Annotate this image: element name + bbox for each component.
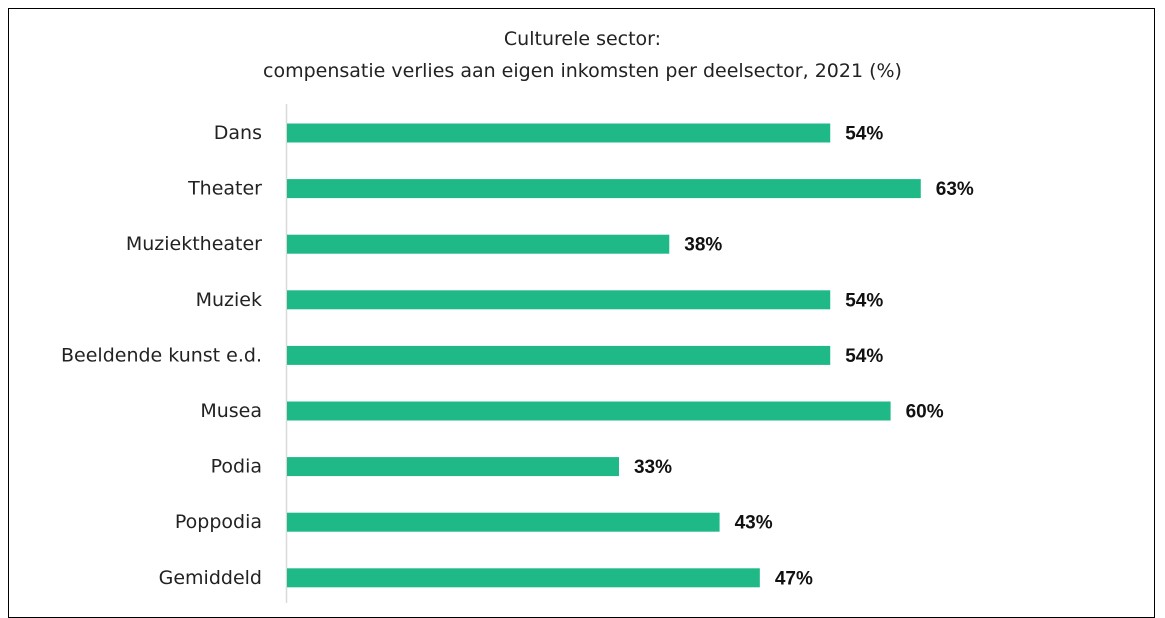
bar-beeldende-kunst-e-d: [287, 345, 831, 365]
chart-subtitle: compensatie verlies aan eigen inkomsten …: [263, 60, 902, 82]
bar-poppodia: [287, 512, 720, 532]
category-label: Muziek: [196, 289, 262, 311]
value-label: 54%: [845, 346, 883, 367]
value-label: 63%: [936, 179, 974, 200]
category-label: Podia: [211, 456, 262, 478]
category-labels-group: Dans Theater Muziektheater Muziek Beeldende …: [61, 122, 262, 589]
chart-title: Culturele sector:: [503, 28, 662, 50]
category-label: Theater: [187, 178, 262, 200]
value-label: 54%: [845, 124, 883, 145]
category-label: Musea: [200, 400, 262, 422]
category-label: Dans: [214, 122, 262, 144]
bar-musea: [287, 401, 891, 421]
bar-muziektheater: [287, 234, 670, 254]
value-label: 43%: [735, 513, 773, 534]
category-label: Muziektheater: [126, 233, 262, 255]
value-label: 47%: [775, 568, 813, 589]
bar-theater: [287, 179, 921, 199]
bar-muziek: [287, 290, 831, 310]
value-label: 38%: [684, 235, 722, 256]
bar-dans: [287, 123, 831, 143]
bar-gemiddeld: [287, 568, 760, 588]
category-label: Poppodia: [175, 511, 262, 533]
category-label: Beeldende kunst e.d.: [61, 344, 262, 366]
bar-podia: [287, 457, 619, 477]
value-label: 33%: [634, 457, 672, 478]
category-label: Gemiddeld: [159, 567, 262, 589]
value-labels-group: 54% 63% 38% 54% 54% 60% 33% 43% 47%: [634, 124, 974, 590]
bars-group: [287, 123, 921, 588]
value-label: 54%: [845, 290, 883, 311]
value-label: 60%: [906, 402, 944, 423]
